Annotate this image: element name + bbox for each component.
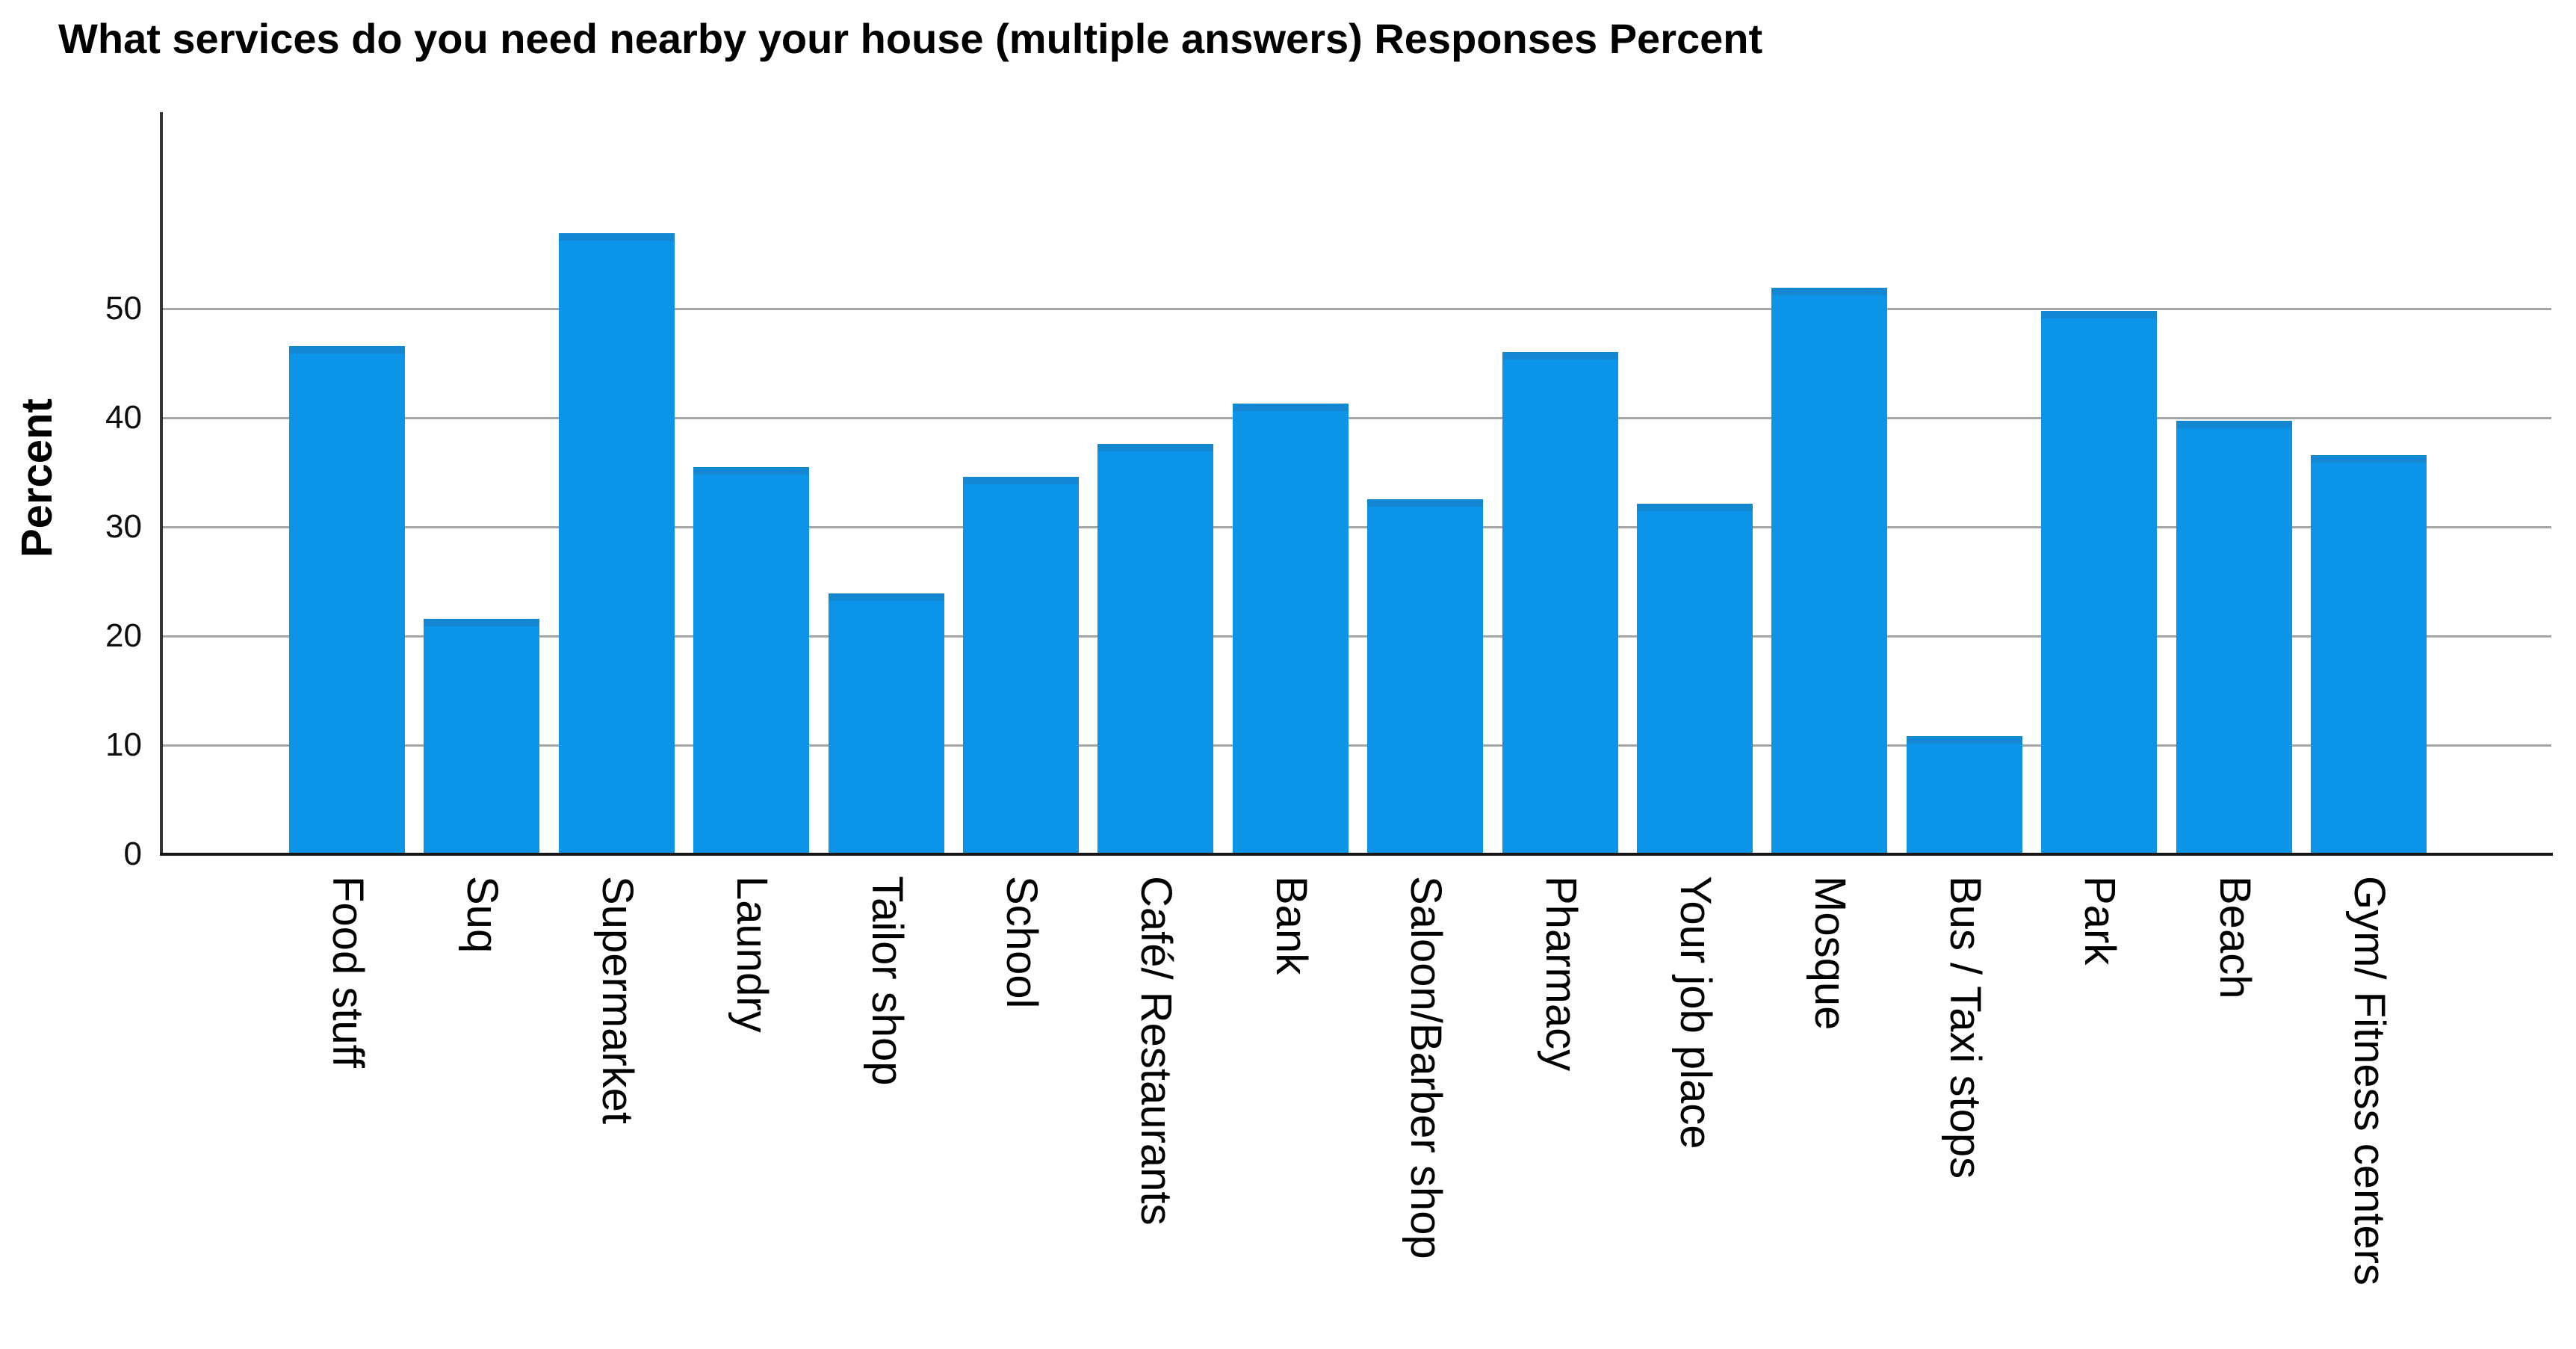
x-axis-baseline bbox=[160, 853, 2553, 856]
x-axis-label: Gym/ Fitness centers bbox=[2345, 876, 2394, 1285]
gridline-20 bbox=[163, 635, 2551, 638]
gridline-30 bbox=[163, 526, 2551, 528]
gridline-40 bbox=[163, 417, 2551, 419]
bar bbox=[963, 477, 1079, 854]
y-tick-label: 30 bbox=[105, 508, 142, 545]
bar bbox=[1502, 352, 1618, 854]
x-axis-label: Supermarket bbox=[593, 876, 642, 1125]
y-tick-label: 20 bbox=[105, 617, 142, 654]
y-tick-label: 50 bbox=[105, 290, 142, 327]
x-axis-label: Your job place bbox=[1671, 876, 1720, 1149]
x-axis-label: Suq bbox=[458, 876, 507, 954]
bar bbox=[693, 467, 809, 854]
bar bbox=[1367, 499, 1483, 854]
x-axis-label: Food stuff bbox=[323, 876, 372, 1068]
bar bbox=[829, 593, 944, 854]
gridline-50 bbox=[163, 308, 2551, 310]
bar bbox=[2041, 311, 2157, 854]
x-axis-label: Beach bbox=[2211, 876, 2259, 999]
x-axis-label: Pharmacy bbox=[1537, 876, 1585, 1072]
x-axis-label: Tailor shop bbox=[863, 876, 911, 1086]
x-axis-label: School bbox=[997, 876, 1046, 1009]
bar bbox=[2176, 421, 2292, 854]
x-axis-label: Park bbox=[2075, 876, 2124, 966]
bar bbox=[1097, 444, 1213, 854]
x-axis-label: Mosque bbox=[1806, 876, 1854, 1031]
x-axis-label: Laundry bbox=[728, 876, 776, 1033]
bar bbox=[1637, 504, 1753, 854]
y-tick-label: 0 bbox=[123, 836, 142, 872]
bar bbox=[289, 346, 405, 854]
chart-title: What services do you need nearby your ho… bbox=[58, 15, 1763, 62]
bar bbox=[424, 619, 539, 854]
x-axis-label: Café/ Restaurants bbox=[1132, 876, 1180, 1226]
x-axis-label: Bank bbox=[1267, 876, 1316, 975]
x-axis-label: Saloon/Barber shop bbox=[1402, 876, 1450, 1259]
bar bbox=[559, 233, 675, 854]
x-axis-label: Bus / Taxi stops bbox=[1941, 876, 1990, 1179]
bar bbox=[1771, 288, 1887, 854]
y-axis-line bbox=[160, 112, 163, 856]
bar bbox=[1907, 736, 2022, 854]
bar bbox=[2311, 455, 2427, 854]
y-tick-label: 10 bbox=[105, 726, 142, 763]
gridline-10 bbox=[163, 744, 2551, 747]
bar bbox=[1233, 404, 1349, 854]
y-tick-label: 40 bbox=[105, 399, 142, 436]
